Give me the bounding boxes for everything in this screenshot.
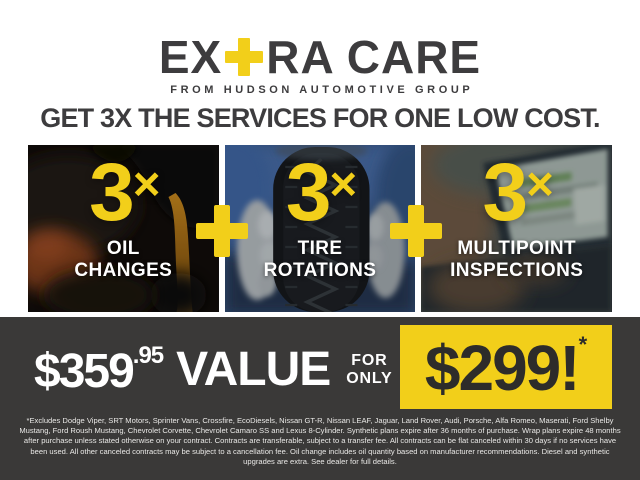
tire-multiplier: 3× bbox=[285, 147, 357, 238]
brand-tagline: FROM HUDSON AUTOMOTIVE GROUP bbox=[170, 84, 474, 96]
for-only-label: FOR ONLY bbox=[346, 351, 393, 387]
times-icon: × bbox=[526, 158, 554, 212]
plus-separator-icon bbox=[196, 205, 248, 257]
panel-multipoint-inspections: 3× MULTIPOINT INSPECTIONS bbox=[421, 145, 613, 312]
panel-tire-overlay: 3× TIRE ROTATIONS bbox=[225, 145, 416, 312]
oil-pouring-photo bbox=[28, 145, 219, 312]
tire-label: TIRE ROTATIONS bbox=[263, 238, 377, 281]
times-icon: × bbox=[329, 158, 357, 212]
offer-band: $359.95 VALUE FOR ONLY $299!* *Excludes … bbox=[0, 317, 640, 480]
laptop-checklist-photo bbox=[421, 145, 613, 312]
panel-multipoint-overlay: 3× MULTIPOINT INSPECTIONS bbox=[421, 145, 612, 312]
value-word: VALUE bbox=[176, 343, 331, 396]
sale-price-asterisk: * bbox=[578, 332, 588, 357]
hands-holding-tire-photo bbox=[224, 145, 416, 312]
sale-price: $299!* bbox=[424, 332, 588, 404]
disclaimer-text: *Excludes Dodge Viper, SRT Motors, Sprin… bbox=[19, 416, 621, 466]
value-price: $359.95 bbox=[34, 342, 164, 398]
plus-separator-icon bbox=[390, 205, 442, 257]
times-icon: × bbox=[132, 158, 161, 212]
value-price-cents: .95 bbox=[132, 342, 164, 369]
headline: GET 3X THE SERVICES FOR ONE LOW COST. bbox=[40, 103, 600, 133]
value-price-row: $359.95 VALUE FOR ONLY bbox=[34, 331, 392, 409]
logo-plus-icon bbox=[225, 38, 264, 76]
logo-text-left: EX bbox=[158, 31, 223, 83]
multipoint-label: MULTIPOINT INSPECTIONS bbox=[450, 238, 584, 281]
panel-oil-overlay: 3× OIL CHANGES bbox=[28, 145, 219, 312]
sale-price-box: $299!* bbox=[400, 325, 612, 409]
oil-label: OIL CHANGES bbox=[74, 238, 173, 281]
panel-oil-changes: 3× OIL CHANGES bbox=[28, 145, 219, 312]
service-panels: 3× OIL CHANGES bbox=[28, 145, 613, 312]
panel-tire-rotations: 3× TIRE ROTATIONS bbox=[224, 145, 416, 312]
brand-logo: EX RA CARE bbox=[0, 34, 640, 80]
logo-text-right: RA CARE bbox=[266, 31, 482, 83]
multipoint-multiplier: 3× bbox=[482, 147, 554, 238]
oil-multiplier: 3× bbox=[89, 147, 161, 238]
